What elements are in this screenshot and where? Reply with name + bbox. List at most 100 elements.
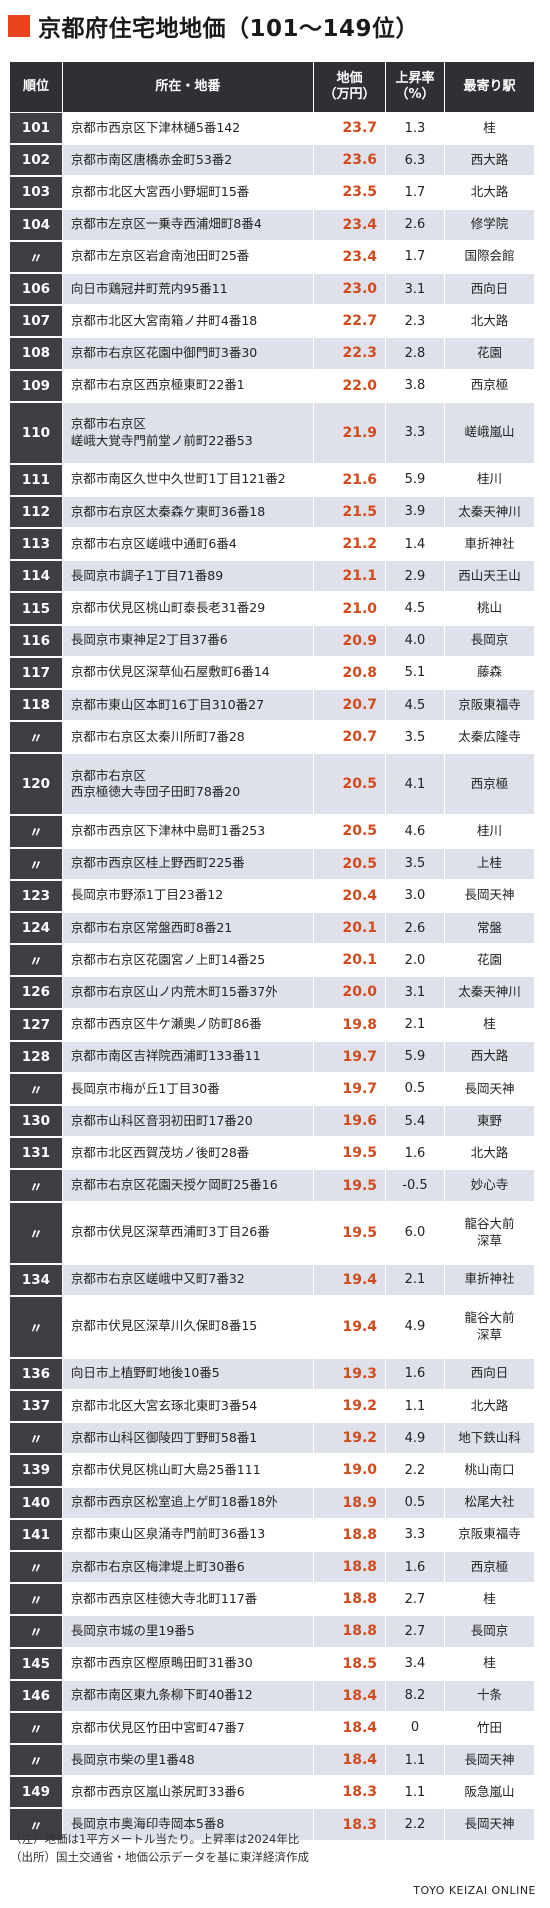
station-cell: 十条: [444, 1679, 534, 1713]
station-cell: 妙心寺: [444, 1169, 534, 1203]
rank-cell: 136: [10, 1357, 63, 1392]
price-cell: 18.3: [313, 1776, 387, 1810]
rate-cell: 5.9: [385, 1040, 445, 1074]
address-line1: 京都市右京区花園中御門町3番30: [70, 344, 258, 360]
address-line1: 京都市伏見区竹田中宮町47番7: [70, 1719, 245, 1735]
rate-cell: 1.1: [385, 1744, 445, 1778]
station-line1: 西向日: [470, 280, 509, 296]
station-cell: 花園: [444, 944, 534, 978]
price-cell: 20.1: [313, 944, 387, 978]
station-cell: 龍谷大前 深草: [444, 1201, 534, 1265]
price-cell: 20.0: [313, 976, 387, 1010]
address-line1: 京都市西京区牛ケ瀬奥ノ防町86番: [70, 1016, 262, 1032]
station-cell: 車折神社: [444, 528, 534, 562]
address-cell: 京都市南区久世中久世町1丁目121番2: [62, 463, 314, 497]
table-row: 114 長岡京市調子1丁目71番89 21.1 2.9 西山天王山: [10, 560, 534, 594]
rate-cell: 3.1: [385, 272, 445, 307]
station-cell: 西大路: [444, 1040, 534, 1074]
rank-cell: 109: [10, 369, 63, 403]
price-cell: 21.5: [313, 495, 387, 530]
station-cell: 西京極: [444, 1550, 534, 1585]
station-line1: 太秦広隆寺: [458, 728, 521, 744]
rate-cell: 2.8: [385, 337, 445, 371]
station-cell: 太秦天神川: [444, 495, 534, 530]
address-cell: 京都市右京区嵯峨中又町7番32: [62, 1263, 314, 1297]
price-cell: 19.5: [313, 1137, 387, 1171]
station-line1: 西向日: [470, 1365, 509, 1381]
table-row: 〃京都市伏見区深草川久保町8番15 19.4 4.9 龍谷大前 深草: [10, 1295, 534, 1359]
station-cell: 桂: [444, 1008, 534, 1042]
address-cell: 京都市南区吉祥院西浦町133番11: [62, 1040, 314, 1074]
rate-cell: 2.3: [385, 305, 445, 339]
source-text: （出所）国土交通省・地価公示データを基に東洋経済作成: [10, 1850, 309, 1865]
station-cell: 東野: [444, 1105, 534, 1139]
address-line1: 京都市西京区松室追上ゲ町18番18外: [70, 1494, 278, 1510]
rate-cell: 3.9: [385, 495, 445, 530]
header-rank: 順位: [10, 62, 63, 113]
price-cell: 23.5: [313, 176, 387, 210]
price-cell: 21.6: [313, 463, 387, 497]
address-line1: 京都市北区大宮南箱ノ井町4番18: [70, 312, 258, 328]
rank-cell: 〃: [10, 1422, 63, 1456]
table-row: 120 京都市右京区 西京極徳大寺団子田町78番20 20.5 4.1 西京極: [10, 753, 534, 817]
address-cell: 長岡京市調子1丁目71番89: [62, 560, 314, 594]
station-cell: 京阪東福寺: [444, 689, 534, 723]
rate-cell: 3.0: [385, 879, 445, 913]
station-cell: 藤森: [444, 656, 534, 691]
rank-cell: 110: [10, 401, 63, 465]
rank-cell: 114: [10, 560, 63, 594]
rank-cell: 102: [10, 144, 63, 178]
price-cell: 21.1: [313, 560, 387, 594]
table-row: 106 向日市鶏冠井町荒内95番11 23.0 3.1 西向日: [10, 272, 534, 307]
station-cell: 太秦天神川: [444, 976, 534, 1010]
address-cell: 長岡京市柴の里1番48: [62, 1744, 314, 1778]
rank-cell: 115: [10, 592, 63, 626]
station-cell: 北大路: [444, 176, 534, 210]
price-cell: 19.5: [313, 1201, 387, 1265]
address-line1: 京都市西京区桂徳大寺北町117番: [70, 1590, 258, 1606]
address-line1: 向日市鶏冠井町荒内95番11: [70, 280, 228, 296]
table-row: 〃京都市西京区下津林中島町1番253 20.5 4.6 桂川: [10, 815, 534, 849]
address-cell: 京都市右京区常盤西町8番21: [62, 911, 314, 946]
rank-cell: 103: [10, 176, 63, 210]
address-cell: 京都市左京区岩倉南池田町25番: [62, 240, 314, 274]
table-row: 〃京都市伏見区深草西浦町3丁目26番 19.5 6.0 龍谷大前 深草: [10, 1201, 534, 1265]
address-cell: 京都市西京区下津林中島町1番253: [62, 815, 314, 849]
address-line1: 京都市右京区花園天授ケ岡町25番16: [70, 1177, 278, 1193]
address-cell: 京都市右京区西京極東町22番1: [62, 369, 314, 403]
address-line1: 京都市右京区: [70, 767, 146, 783]
address-cell: 長岡京市梅が丘1丁目30番: [62, 1072, 314, 1107]
rank-cell: 〃: [10, 240, 63, 274]
rank-cell: 127: [10, 1008, 63, 1042]
rate-cell: 1.6: [385, 1357, 445, 1392]
address-cell: 京都市西京区牛ケ瀬奥ノ防町86番: [62, 1008, 314, 1042]
address-cell: 京都市右京区山ノ内荒木町15番37外: [62, 976, 314, 1010]
table-row: 117 京都市伏見区深草仙石屋敷町6番14 20.8 5.1 藤森: [10, 656, 534, 691]
rank-cell: 126: [10, 976, 63, 1010]
rank-cell: 149: [10, 1776, 63, 1810]
rate-cell: 2.6: [385, 911, 445, 946]
rank-cell: 〃: [10, 1744, 63, 1778]
station-cell: 嵯峨嵐山: [444, 401, 534, 465]
rate-cell: 1.3: [385, 112, 445, 146]
address-cell: 京都市東山区本町16丁目310番27: [62, 689, 314, 723]
address-cell: 京都市山科区御陵四丁野町58番1: [62, 1422, 314, 1456]
address-line2: 嵯峨大覚寺門前堂ノ前町22番53: [70, 432, 253, 448]
price-cell: 22.3: [313, 337, 387, 371]
address-line1: 京都市西京区樫原鴫田町31番30: [70, 1655, 253, 1671]
table-row: 134 京都市右京区嵯峨中又町7番32 19.4 2.1 車折神社: [10, 1263, 534, 1297]
rate-cell: 2.7: [385, 1615, 445, 1649]
station-line1: 松尾大社: [464, 1494, 515, 1510]
price-cell: 19.7: [313, 1072, 387, 1107]
station-line1: 車折神社: [464, 1271, 515, 1287]
station-line1: 常盤: [476, 919, 502, 935]
address-line1: 京都市北区大宮西小野堀町15番: [70, 184, 250, 200]
address-line1: 長岡京市柴の里1番48: [70, 1751, 195, 1767]
price-cell: 22.0: [313, 369, 387, 403]
table-row: 101 京都市西京区下津林樋5番142 23.7 1.3 桂: [10, 112, 534, 146]
address-line1: 京都市右京区山ノ内荒木町15番37外: [70, 983, 278, 999]
address-cell: 京都市右京区太秦森ケ東町36番18: [62, 495, 314, 530]
station-line1: 花園: [476, 344, 502, 360]
rank-cell: 130: [10, 1105, 63, 1139]
station-line1: 車折神社: [464, 535, 515, 551]
